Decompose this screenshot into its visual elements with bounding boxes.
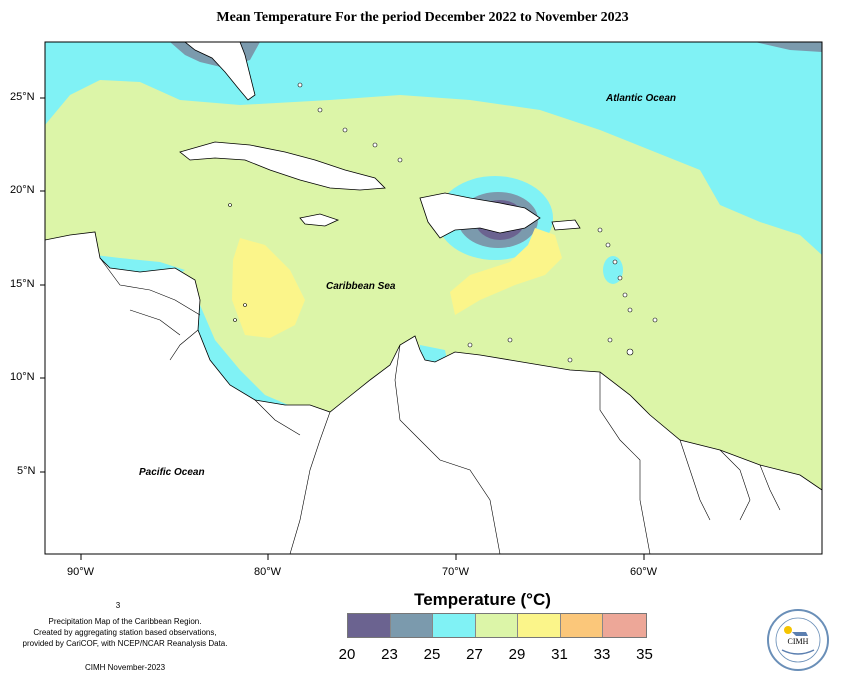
legend-tick-23: 23 [381, 646, 398, 663]
map-title: Mean Temperature For the period December… [216, 10, 629, 25]
lat-label-10n: 10°N [10, 371, 35, 383]
temp-zone-25-27-north [45, 42, 822, 255]
land-jamaica [299, 213, 340, 227]
credit-line-1: Precipitation Map of the Caribbean Regio… [48, 617, 202, 626]
credit-line-2: Created by aggregating station based obs… [33, 628, 217, 637]
map-border [44, 41, 823, 555]
lon-label-80w: 80°W [254, 566, 282, 578]
temp-zone-23-25-ne [755, 42, 822, 52]
legend-swatch-0 [348, 614, 391, 637]
legend-swatch-6 [603, 614, 646, 637]
pacific-ocean-label: Pacific Ocean [139, 467, 205, 478]
legend-tick-29: 29 [508, 646, 526, 663]
land-hispaniola [419, 192, 541, 239]
atlantic-ocean-label: Atlantic Ocean [606, 93, 677, 104]
legend-swatch-3 [475, 614, 518, 637]
page-mark: 3 [115, 601, 121, 610]
lat-label-25n: 25°N [10, 91, 35, 103]
legend-color-bar [347, 613, 647, 638]
credit-footer: CIMH November-2023 [84, 663, 166, 672]
lon-label-60w: 60°W [630, 566, 658, 578]
lon-label-70w: 70°W [442, 566, 470, 578]
legend-title: Temperature (°C) [414, 590, 551, 609]
temp-zone-29-31-east [450, 228, 562, 315]
lat-label-15n: 15°N [10, 278, 35, 290]
land-puerto-rico [551, 219, 581, 231]
legend-swatch-1 [390, 614, 433, 637]
legend-tick-25: 25 [423, 646, 441, 663]
legend-tick-31: 31 [551, 646, 568, 663]
legend-swatch-5 [560, 614, 603, 637]
temp-zone-29-31-west [232, 238, 305, 338]
credit-line-3: provided by CariCOF, with NCEP/NCAR Rean… [22, 639, 228, 648]
lat-label-20n: 20°N [10, 184, 35, 196]
land-cuba [179, 141, 386, 191]
lon-label-90w: 90°W [67, 566, 95, 578]
legend-tick-33: 33 [593, 646, 611, 663]
caribbean-sea-label: Caribbean Sea [326, 281, 396, 292]
legend-swatch-4 [518, 614, 561, 637]
land-central-america [45, 231, 822, 554]
logo-text: CIMH [788, 637, 809, 646]
legend-tick-27: 27 [466, 646, 483, 663]
land-florida [184, 42, 256, 101]
legend-tick-35: 35 [636, 646, 653, 663]
lat-label-5n: 5°N [17, 465, 36, 477]
legend-swatch-2 [433, 614, 476, 637]
cimh-logo: CIMH [767, 609, 829, 671]
legend-tick-20: 20 [338, 646, 356, 663]
